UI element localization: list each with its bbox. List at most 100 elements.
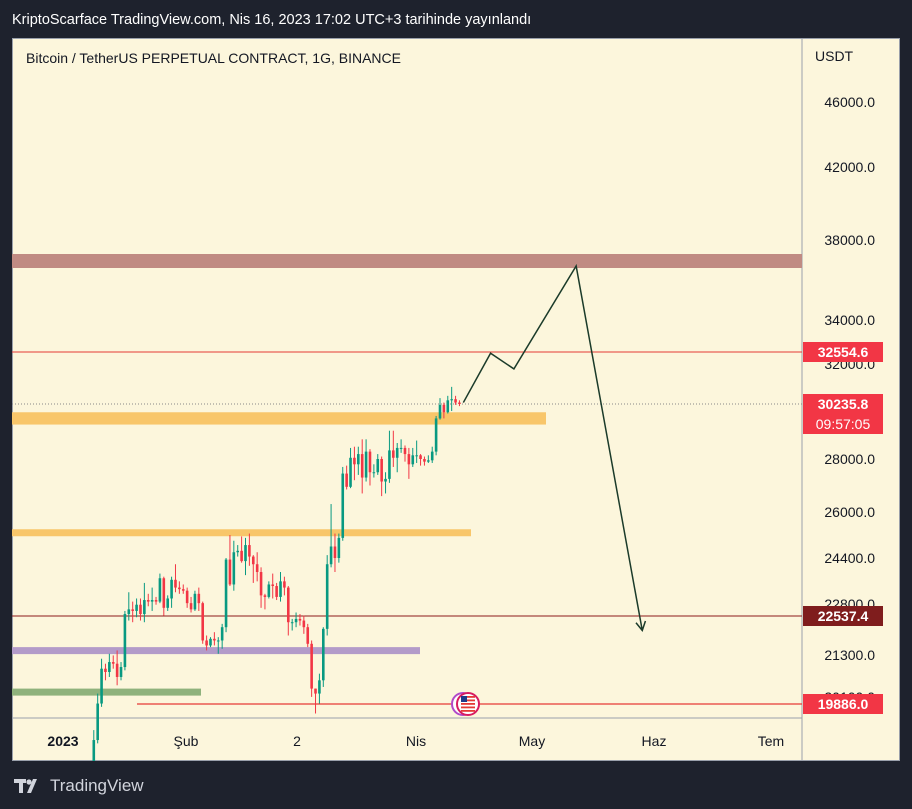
- candle-body: [438, 404, 442, 419]
- candle-body: [357, 454, 360, 465]
- candle-body: [290, 622, 294, 624]
- candle-body: [108, 662, 111, 673]
- candle-body: [224, 559, 228, 628]
- candle-body: [146, 600, 150, 602]
- candle-body: [162, 578, 166, 608]
- time-tick-label: 2: [293, 733, 301, 749]
- price-chart[interactable]: [12, 38, 900, 761]
- candle-body: [197, 593, 201, 604]
- candle-body: [427, 460, 430, 462]
- candle-body: [403, 447, 407, 455]
- candle-body: [127, 609, 131, 615]
- projection-arrow-head: [635, 620, 647, 633]
- candle-body: [131, 609, 134, 611]
- candle-body: [213, 638, 216, 641]
- support-zone-upper: [12, 412, 546, 425]
- candle-body: [411, 455, 415, 465]
- candle-body: [392, 450, 395, 458]
- candle-body: [380, 459, 383, 482]
- candle-body: [189, 603, 193, 610]
- candle-body: [154, 600, 158, 602]
- candle-body: [419, 455, 422, 459]
- candle-body: [135, 604, 138, 611]
- time-tick-label: Nis: [405, 733, 427, 749]
- support-zone-lower: [12, 529, 471, 537]
- candle-body: [119, 667, 123, 677]
- candle-body: [376, 459, 380, 473]
- resistance-zone: [12, 254, 802, 268]
- candle-body: [111, 662, 115, 664]
- candle-body: [271, 584, 275, 587]
- candle-body: [220, 627, 224, 641]
- candle-body: [322, 628, 325, 681]
- candle-body: [209, 638, 212, 646]
- candle-body: [248, 545, 251, 557]
- candle-body: [205, 640, 208, 646]
- candle-body: [434, 418, 438, 452]
- candle-body: [181, 589, 185, 591]
- candle-body: [360, 454, 364, 478]
- candle-body: [283, 581, 286, 588]
- candle-body: [329, 546, 333, 565]
- candle-body: [255, 564, 259, 573]
- price-tick-label: 34000.0: [824, 312, 875, 328]
- candle-body: [259, 572, 263, 596]
- candle-body: [185, 590, 189, 604]
- candle-body: [364, 451, 368, 478]
- candle-body: [240, 550, 243, 562]
- candle-body: [353, 457, 356, 465]
- support-price-label: 22537.4: [803, 606, 883, 626]
- time-tick-label: Haz: [641, 733, 667, 749]
- candle-body: [104, 668, 107, 673]
- candle-body: [275, 586, 278, 597]
- candle-body: [337, 537, 341, 558]
- candle-body: [92, 740, 96, 761]
- candle-body: [244, 545, 247, 562]
- candle-body: [232, 552, 236, 585]
- time-tick-label: 2023: [47, 733, 79, 749]
- candle-body: [193, 593, 197, 610]
- candle-body: [446, 400, 450, 413]
- time-tick-label: Tem: [757, 733, 785, 749]
- candle-body: [318, 680, 321, 694]
- tradingview-footer[interactable]: TradingView: [14, 774, 144, 798]
- candle-body: [286, 587, 290, 623]
- candle-body: [158, 578, 162, 602]
- candle-body: [267, 584, 271, 597]
- candle-body: [216, 640, 220, 642]
- candle-body: [263, 595, 267, 597]
- candle-body: [123, 614, 127, 668]
- candle-body: [415, 455, 418, 457]
- candle-body: [372, 472, 376, 474]
- candle-body: [100, 668, 103, 704]
- candle-body: [170, 579, 173, 599]
- candle-body: [349, 457, 352, 487]
- candle-body: [333, 546, 337, 558]
- candle-body: [384, 478, 387, 482]
- purple-zone: [12, 647, 420, 655]
- candle-body: [306, 627, 310, 644]
- candle-body: [201, 603, 205, 641]
- green-zone: [12, 688, 201, 696]
- candle-body: [325, 564, 329, 629]
- candle-body: [430, 451, 434, 461]
- time-tick-label: Şub: [173, 733, 199, 749]
- candle-body: [314, 688, 317, 694]
- candle-body: [166, 598, 169, 608]
- candle-body: [450, 399, 453, 401]
- price-tick-label: 38000.0: [824, 232, 875, 248]
- candle-body: [442, 404, 446, 413]
- candle-body: [407, 454, 411, 465]
- candle-body: [395, 447, 399, 458]
- candle-body: [302, 620, 306, 628]
- price-axis-currency: USDT: [815, 48, 854, 64]
- price-tick-label: 24400.0: [824, 550, 875, 566]
- candle-body: [228, 559, 232, 585]
- candle-body: [143, 600, 146, 615]
- us-flag-event-icon[interactable]: [451, 692, 480, 716]
- candle-body: [345, 473, 348, 487]
- price-tick-label: 26000.0: [824, 504, 875, 520]
- candle-body: [236, 550, 240, 553]
- price-tick-label: 28000.0: [824, 451, 875, 467]
- tradingview-logo-icon: [14, 779, 37, 793]
